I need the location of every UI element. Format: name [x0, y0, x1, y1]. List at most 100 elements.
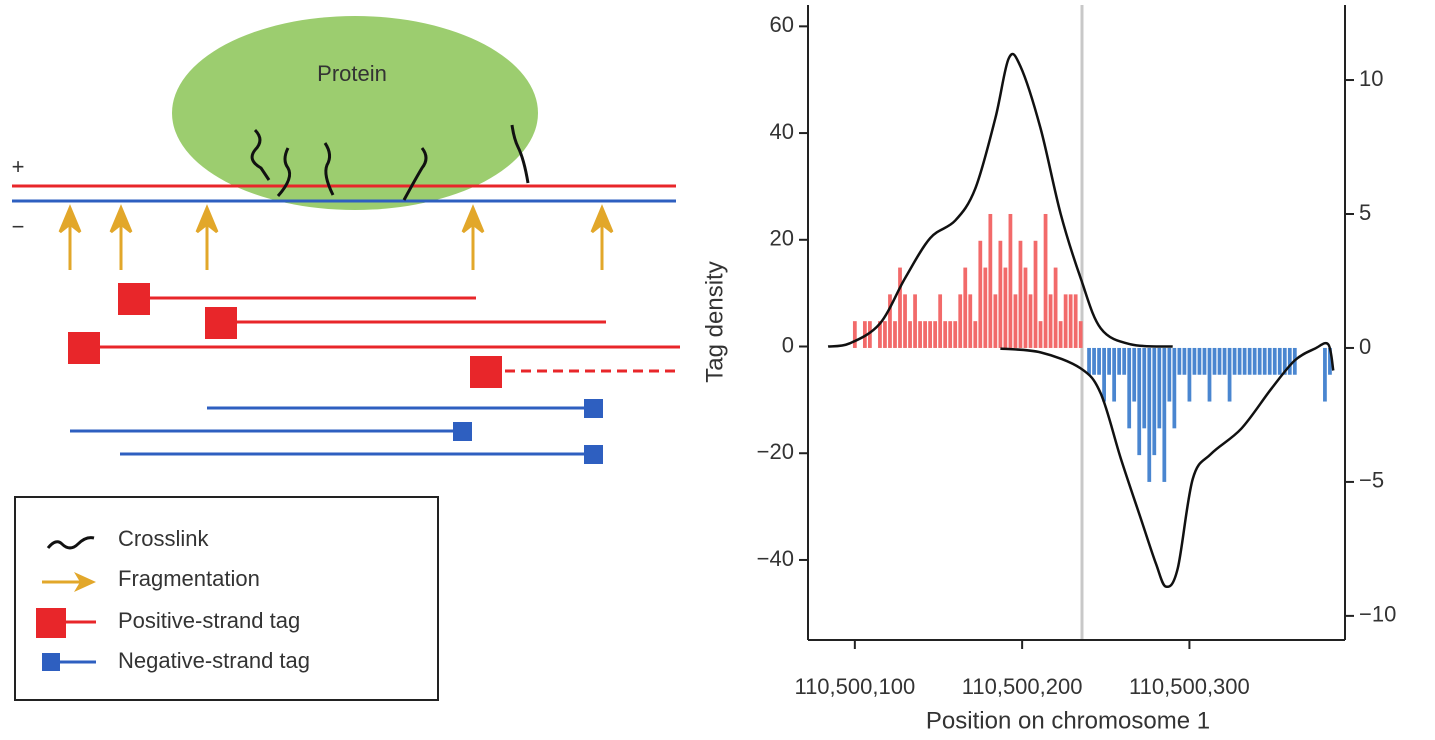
tag-bar: [1182, 347, 1187, 375]
tag-bar: [923, 321, 927, 348]
legend: Crosslink Fragmentation Positive-strand …: [14, 496, 439, 701]
density-curve: [827, 52, 1173, 348]
tag-bar: [1262, 347, 1267, 375]
tag-bar: [908, 321, 912, 348]
y2-tick-label: 10: [1359, 66, 1383, 91]
tag-bar: [1003, 267, 1008, 348]
fragmentation-arrows: [58, 204, 614, 270]
tag-bar: [1177, 347, 1182, 375]
tag-bar: [1048, 294, 1053, 348]
tag-bar: [1073, 294, 1078, 348]
protein-label: Protein: [317, 61, 387, 86]
plus-label: +: [12, 154, 25, 179]
tag-bar: [1132, 347, 1137, 402]
tag-bar: [1058, 321, 1063, 348]
tag-bar: [868, 321, 872, 348]
tag-bar: [1028, 294, 1033, 348]
tag-bar: [1252, 347, 1257, 375]
legend-label: Negative-strand tag: [118, 648, 310, 673]
tag-bar: [1147, 347, 1152, 482]
tag-bar: [943, 321, 948, 348]
tag-bar: [888, 294, 892, 348]
tag-bar: [883, 321, 887, 348]
tag-bar: [1157, 347, 1162, 429]
crosslinks: [250, 124, 530, 201]
tag-bar: [1267, 347, 1272, 375]
tag-bar: [898, 267, 902, 348]
tag-bar: [963, 267, 968, 348]
y2-tick-label: −5: [1359, 468, 1384, 493]
tag-bar: [1127, 347, 1132, 429]
tag-bar: [1212, 347, 1217, 375]
tag-bar: [1222, 347, 1227, 375]
legend-label: Fragmentation: [118, 566, 260, 591]
tag-bar: [1277, 347, 1282, 375]
crosslink: [323, 142, 335, 196]
tag-bar: [1033, 240, 1038, 348]
tag-bar: [1122, 347, 1127, 375]
tag-bar: [988, 213, 993, 348]
tag-bar: [1242, 347, 1247, 375]
y2-tick-label: 5: [1359, 200, 1371, 225]
tag-bar: [1102, 347, 1106, 402]
tag-bar: [1107, 347, 1112, 375]
tag-bar: [1097, 347, 1101, 375]
tag-bar: [958, 294, 963, 348]
diagram: Protein + −: [12, 16, 680, 701]
legend-box: [14, 496, 439, 701]
tag-bar: [1043, 213, 1048, 348]
y-tick-label: 40: [770, 119, 794, 144]
tag-bar: [938, 294, 943, 348]
x-tick-label: 110,500,300: [1129, 674, 1250, 699]
tag-bar: [913, 294, 917, 348]
tag-bar: [933, 321, 938, 348]
positive-tags: [68, 283, 680, 388]
crosslink: [402, 147, 428, 201]
tag-bar: [1287, 347, 1292, 375]
tag-bar: [1323, 347, 1327, 402]
tag-bar: [1087, 347, 1091, 375]
tag-bar: [1328, 347, 1332, 375]
tag-bar: [1013, 294, 1018, 348]
tag-bar: [1142, 347, 1147, 429]
tag-bar: [1038, 321, 1043, 348]
legend-label: Crosslink: [118, 526, 209, 551]
y-tick-label: 60: [770, 12, 794, 37]
tag-bar: [993, 294, 998, 348]
tag-bar: [1162, 347, 1167, 482]
x-axis-title: Position on chromosome 1: [926, 707, 1210, 734]
y-tick-label: −20: [757, 439, 794, 464]
tag-bar: [1247, 347, 1252, 375]
legend-label: Positive-strand tag: [118, 608, 300, 633]
tag-bar: [968, 294, 973, 348]
tag-bar: [1023, 267, 1028, 348]
tag-bar: [918, 321, 922, 348]
tag-bar: [1237, 347, 1242, 375]
tag-bar: [1167, 347, 1172, 402]
tag-bar: [1053, 267, 1058, 348]
tag-bar: [1063, 294, 1068, 348]
tag-bar: [1197, 347, 1202, 375]
tag-bar: [1008, 213, 1013, 348]
crosslink: [510, 124, 530, 184]
density-curve: [1000, 341, 1335, 589]
tag-bar: [1078, 321, 1083, 348]
tag-bar: [948, 321, 953, 348]
tag-bar: [1117, 347, 1122, 375]
tag-bar: [1202, 347, 1207, 375]
tag-bar: [978, 240, 983, 348]
tag-bar: [1187, 347, 1192, 402]
tag-bar: [1282, 347, 1287, 375]
x-tick-label: 110,500,100: [794, 674, 915, 699]
tag-bar: [1207, 347, 1212, 402]
tag-bar: [1068, 294, 1073, 348]
tag-bar: [1257, 347, 1262, 375]
crosslink: [250, 128, 271, 181]
tag-bar: [983, 267, 988, 348]
protein: [172, 16, 538, 210]
tag-bar: [1172, 347, 1177, 429]
chart: Tag density Position on chromosome 1 60 4…: [701, 5, 1396, 734]
tag-bar: [1137, 347, 1142, 456]
tag-bar: [953, 321, 958, 348]
y-tick-label: −40: [757, 546, 794, 571]
